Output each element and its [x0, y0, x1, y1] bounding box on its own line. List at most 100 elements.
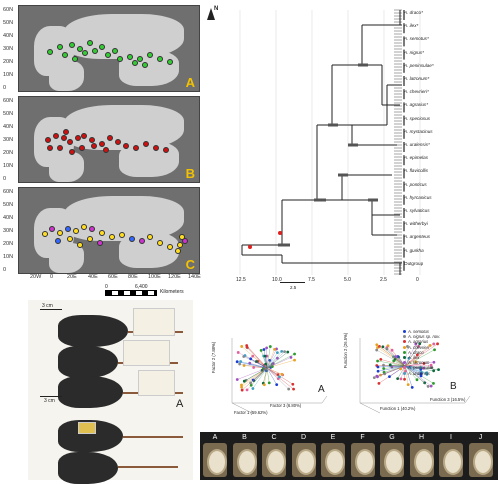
tooth-label: C — [262, 434, 286, 441]
photo-panel-letter: A — [176, 398, 183, 410]
scatter-point — [430, 385, 433, 388]
taxon-label: A. uralensis* — [404, 142, 430, 147]
panel-letter-c: C — [186, 257, 195, 272]
occurrence-dot — [42, 231, 48, 237]
taxon-label: A. epimelas — [404, 155, 428, 160]
x-tick: 40E — [88, 274, 98, 280]
scatter-point — [263, 383, 266, 386]
scatter-point — [273, 348, 276, 351]
y-tick: 30N — [3, 46, 13, 52]
scatter-point — [388, 375, 391, 378]
scatter-point — [400, 377, 403, 380]
taxon-label: A. chevrieri* — [404, 89, 429, 94]
y-tick: 30N — [3, 137, 13, 143]
occurrence-dot — [99, 44, 105, 50]
tooth-crown — [325, 449, 345, 475]
taxon-label: A. witherbyi — [404, 221, 428, 226]
scatter-point — [376, 360, 379, 363]
occurrence-dot — [57, 230, 63, 236]
scatter-point — [286, 351, 289, 354]
tooth-image — [203, 443, 227, 477]
scatter-point — [263, 348, 266, 351]
scatter-point — [375, 343, 378, 346]
tooth-crown — [414, 449, 434, 475]
tree-hpd-bar — [338, 174, 348, 177]
scatter-spoke — [244, 368, 267, 381]
scatter-point — [276, 351, 279, 354]
phylogenetic-tree — [222, 5, 500, 295]
occurrence-dot — [61, 135, 67, 141]
scatter-point — [236, 360, 239, 363]
tooth-image — [233, 443, 257, 477]
occurrence-dot — [57, 44, 63, 50]
tooth-crown — [355, 449, 375, 475]
tree-axis-tick: 2.5 — [380, 277, 387, 283]
occurrence-dot — [65, 226, 71, 232]
scatter-point — [378, 382, 381, 385]
occurrence-dot — [129, 236, 135, 242]
scatter-point — [375, 375, 378, 378]
scatter-point — [281, 373, 284, 376]
scatter-point — [240, 345, 243, 348]
scatter-point — [287, 388, 290, 391]
scale-max: 6,400 — [135, 284, 148, 290]
occurrence-dot — [77, 242, 83, 248]
scatter-point — [249, 357, 252, 360]
x-tick: 140E — [188, 274, 201, 280]
occurrence-dot — [112, 48, 118, 54]
scatter-axis — [465, 396, 470, 403]
y-tick: 0 — [3, 267, 6, 273]
specimen-mouse-5 — [58, 452, 118, 484]
occurrence-dot — [133, 145, 139, 151]
scatter-point — [437, 368, 440, 371]
tooth-label: I — [439, 434, 463, 441]
occurrence-dot — [105, 52, 111, 58]
scatter-point — [268, 381, 271, 384]
scatter-point — [375, 349, 378, 352]
tooth-label: E — [321, 434, 345, 441]
panel-letter-a: A — [186, 75, 195, 90]
occurrence-dot — [167, 244, 173, 250]
tree-hpd-bar — [314, 199, 326, 202]
occurrence-dot — [153, 145, 159, 151]
tooth-label: F — [351, 434, 375, 441]
occurrence-dot — [69, 149, 75, 155]
occurrence-dot — [47, 49, 53, 55]
taxon-label: A. hyrcanicus — [404, 195, 432, 200]
occurrence-dot — [179, 234, 185, 240]
scatter-point — [391, 349, 394, 352]
scatter-point — [264, 363, 267, 366]
tree-axis-tick: 5.0 — [344, 277, 351, 283]
tree-hpd-bar — [358, 64, 368, 67]
y-tick: 60N — [3, 7, 13, 13]
y-tick: 50N — [3, 111, 13, 117]
occurrence-dot — [91, 143, 97, 149]
occurrence-dot — [119, 232, 125, 238]
scatter-point — [432, 382, 435, 385]
occurrence-dot — [89, 226, 95, 232]
tooth-image — [380, 443, 404, 477]
tooth-image — [351, 443, 375, 477]
occurrence-dot — [45, 137, 51, 143]
specimen-mouse-2 — [58, 346, 118, 378]
scatter-point — [377, 370, 380, 373]
scatter-point — [269, 345, 272, 348]
scatter-point — [433, 348, 436, 351]
occurrence-dot — [53, 133, 59, 139]
y-tick: 0 — [3, 85, 6, 91]
map-panel-b: B — [18, 96, 200, 183]
y-tick: 40N — [3, 124, 13, 130]
taxon-label: A. gurkha — [404, 248, 424, 253]
tooth-label: D — [292, 434, 316, 441]
occurrence-dot — [47, 145, 53, 151]
scale-line-top — [40, 309, 62, 310]
tooth-crown — [266, 449, 286, 475]
scatter-point — [394, 355, 397, 358]
scatter-point — [283, 350, 286, 353]
specimen-mouse-1 — [58, 315, 128, 347]
occurrence-dot — [143, 141, 149, 147]
scatter-point — [239, 360, 242, 363]
taxon-label: A. flavicollis — [404, 168, 428, 173]
tooth-label: A — [203, 434, 227, 441]
tree-axis-tick: 0 — [416, 277, 419, 283]
